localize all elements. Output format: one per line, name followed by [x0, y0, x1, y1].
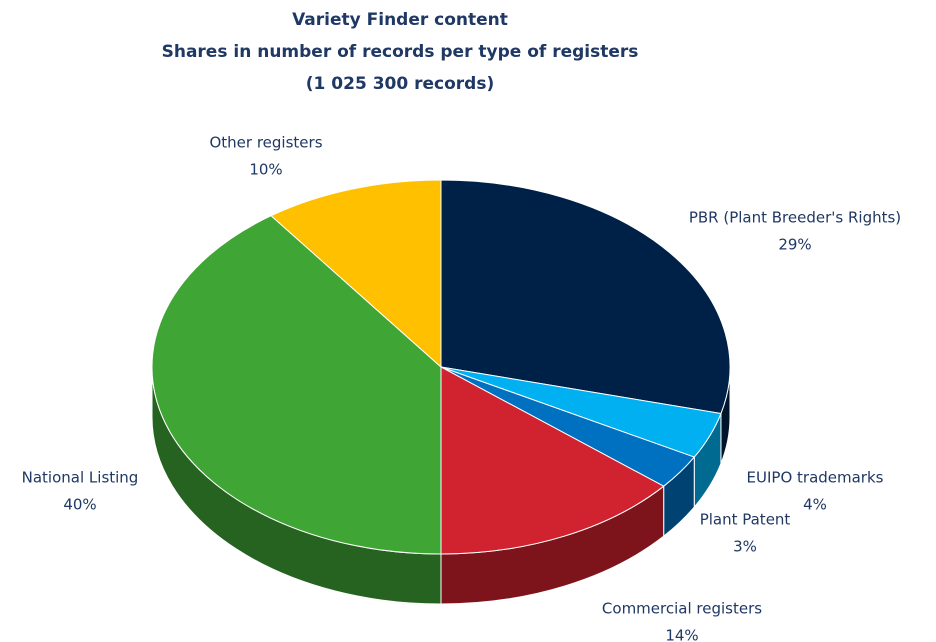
slice-label: National Listing — [22, 469, 139, 487]
slice-label: Commercial registers — [602, 600, 762, 618]
chart-subtitle: Shares in number of records per type of … — [162, 42, 639, 62]
chart-title: Variety Finder content — [292, 10, 508, 30]
slice-value-label: 14% — [665, 627, 698, 642]
slice — [440, 366, 665, 555]
slice — [270, 179, 442, 369]
slice-value-label: 10% — [249, 161, 282, 179]
slice — [151, 215, 442, 555]
slice — [440, 179, 731, 415]
slice-value-label: 4% — [803, 496, 827, 514]
slice-label: PBR (Plant Breeder's Rights) — [689, 209, 901, 227]
chart-subtitle: (1 025 300 records) — [306, 74, 494, 94]
slice-value-label: 40% — [63, 496, 96, 514]
slice-value-label: 3% — [733, 538, 757, 556]
slice-label: Plant Patent — [700, 511, 791, 529]
slice-value-label: 29% — [778, 236, 811, 254]
slice-label: Other registers — [209, 134, 322, 152]
slice-label: EUIPO trademarks — [747, 469, 884, 487]
